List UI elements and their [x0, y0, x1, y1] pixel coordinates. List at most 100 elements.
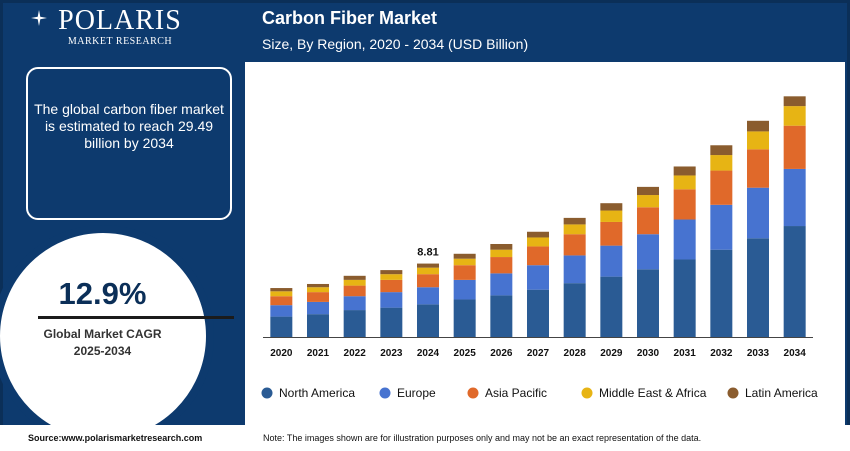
- legend-label-north-america: North America: [279, 386, 355, 400]
- brand-logo: POLARIS MARKET RESEARCH: [40, 6, 200, 48]
- star-icon: [31, 10, 47, 26]
- bar-europe-2025: [453, 279, 476, 300]
- x-tick-label-2034: 2034: [784, 348, 807, 359]
- bar-middle-east-africa-2027: [527, 237, 549, 247]
- stacked-bar-chart: 2020 2021 2022 2023 2024 8.81 2025 2026 2027 2028…: [261, 96, 818, 400]
- x-tick-label-2025: 2025: [454, 348, 477, 359]
- x-tick-label-2029: 2029: [600, 348, 623, 359]
- bar-middle-east-africa-2020: [270, 291, 293, 297]
- bar-north-america-2034: [783, 226, 806, 337]
- bar-north-america-2021: [307, 314, 329, 337]
- bar-latin-america-2025: [453, 253, 476, 259]
- bar-asia-pacific-2027: [527, 246, 549, 266]
- cagr-label-line1: Global Market CAGR: [43, 327, 162, 341]
- x-tick-label-2031: 2031: [674, 348, 697, 359]
- bar-asia-pacific-2034: [783, 125, 806, 169]
- bar-latin-america-2033: [747, 120, 769, 132]
- bar-asia-pacific-2030: [637, 207, 659, 235]
- bar-north-america-2024: [417, 304, 439, 337]
- bar-north-america-2033: [747, 238, 769, 337]
- bar-middle-east-africa-2034: [783, 106, 806, 126]
- bar-north-america-2028: [563, 283, 586, 337]
- bar-north-america-2029: [600, 276, 623, 337]
- legend-label-latin-america: Latin America: [745, 386, 818, 400]
- bar-north-america-2025: [453, 299, 476, 337]
- bar-asia-pacific-2033: [747, 149, 769, 188]
- x-tick-label-2024: 2024: [417, 348, 440, 359]
- bar-middle-east-africa-2031: [673, 175, 696, 190]
- disclaimer-note: Note: The images shown are for illustrat…: [263, 433, 702, 443]
- bar-latin-america-2024: [417, 263, 439, 268]
- legend-marker-middle-east-africa: [581, 387, 593, 399]
- bar-europe-2033: [747, 187, 769, 239]
- cagr-divider: [38, 316, 234, 319]
- bar-asia-pacific-2022: [343, 285, 366, 297]
- cagr-circle: [0, 225, 214, 447]
- bar-asia-pacific-2031: [673, 189, 696, 220]
- bar-north-america-2023: [380, 307, 403, 337]
- bar-latin-america-2031: [673, 166, 696, 176]
- bar-latin-america-2023: [380, 270, 403, 275]
- footer: Source:www.polarismarketresearch.com Not…: [0, 425, 850, 451]
- bar-europe-2020: [270, 305, 293, 317]
- bar-europe-2023: [380, 292, 403, 308]
- bar-asia-pacific-2028: [563, 234, 586, 256]
- source-text: Source:www.polarismarketresearch.com: [28, 433, 203, 443]
- bar-middle-east-africa-2032: [710, 155, 733, 171]
- bar-latin-america-2026: [490, 243, 513, 250]
- bar-middle-east-africa-2026: [490, 249, 513, 258]
- bar-europe-2032: [710, 204, 733, 250]
- legend-label-europe: Europe: [397, 386, 436, 400]
- bar-europe-2024: [417, 287, 439, 305]
- legend-label-asia-pacific: Asia Pacific: [485, 386, 547, 400]
- x-tick-label-2026: 2026: [490, 348, 513, 359]
- bar-europe-2030: [637, 234, 659, 270]
- bar-latin-america-2021: [307, 283, 329, 288]
- bar-north-america-2027: [527, 289, 549, 337]
- bar-latin-america-2030: [637, 186, 659, 196]
- bar-middle-east-africa-2028: [563, 224, 586, 235]
- bar-europe-2031: [673, 219, 696, 260]
- legend-marker-latin-america: [727, 387, 739, 399]
- chart-subtitle: Size, By Region, 2020 - 2034 (USD Billio…: [262, 36, 529, 52]
- x-tick-label-2028: 2028: [564, 348, 587, 359]
- x-tick-label-2021: 2021: [307, 348, 330, 359]
- bar-north-america-2022: [343, 310, 366, 337]
- bar-asia-pacific-2021: [307, 292, 329, 302]
- x-tick-label-2027: 2027: [527, 348, 550, 359]
- bar-middle-east-africa-2029: [600, 210, 623, 222]
- chart-area: 2020 2021 2022 2023 2024 8.81 2025 2026 2027 2028…: [245, 62, 845, 425]
- legend-marker-asia-pacific: [467, 387, 479, 399]
- bar-north-america-2026: [490, 295, 513, 337]
- x-tick-label-2020: 2020: [270, 348, 293, 359]
- bar-asia-pacific-2025: [453, 265, 476, 280]
- bar-asia-pacific-2029: [600, 221, 623, 246]
- bar-middle-east-africa-2025: [453, 258, 476, 266]
- market-summary-text: The global carbon fiber market is estima…: [34, 100, 224, 151]
- x-tick-label-2030: 2030: [637, 348, 660, 359]
- legend-label-middle-east-africa: Middle East & Africa: [599, 386, 707, 400]
- bar-europe-2034: [783, 168, 806, 227]
- legend-marker-europe: [379, 387, 391, 399]
- bar-europe-2028: [563, 255, 586, 284]
- bar-north-america-2030: [637, 269, 659, 337]
- legend-marker-north-america: [261, 387, 273, 399]
- bar-latin-america-2027: [527, 231, 549, 238]
- data-label-2024: 8.81: [417, 247, 438, 259]
- bar-middle-east-africa-2023: [380, 274, 403, 280]
- bar-middle-east-africa-2033: [747, 131, 769, 150]
- cagr-label: Global Market CAGR 2025-2034: [0, 326, 205, 360]
- bar-north-america-2020: [270, 316, 293, 337]
- x-tick-label-2032: 2032: [710, 348, 733, 359]
- bar-latin-america-2032: [710, 145, 733, 156]
- bar-middle-east-africa-2024: [417, 267, 439, 275]
- x-tick-label-2033: 2033: [747, 348, 770, 359]
- brand-tagline: MARKET RESEARCH: [67, 36, 173, 47]
- bar-north-america-2031: [673, 259, 696, 337]
- bar-europe-2021: [307, 301, 329, 315]
- bar-latin-america-2029: [600, 203, 623, 211]
- cagr-value: 12.9%: [58, 276, 147, 311]
- bar-middle-east-africa-2021: [307, 287, 329, 293]
- bar-latin-america-2028: [563, 217, 586, 225]
- bar-asia-pacific-2032: [710, 170, 733, 205]
